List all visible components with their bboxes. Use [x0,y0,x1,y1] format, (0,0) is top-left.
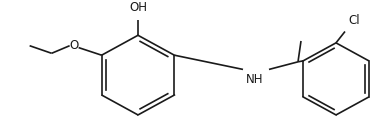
Text: O: O [69,39,78,52]
Text: Cl: Cl [348,14,360,27]
Text: NH: NH [246,73,264,86]
Text: OH: OH [129,1,147,14]
